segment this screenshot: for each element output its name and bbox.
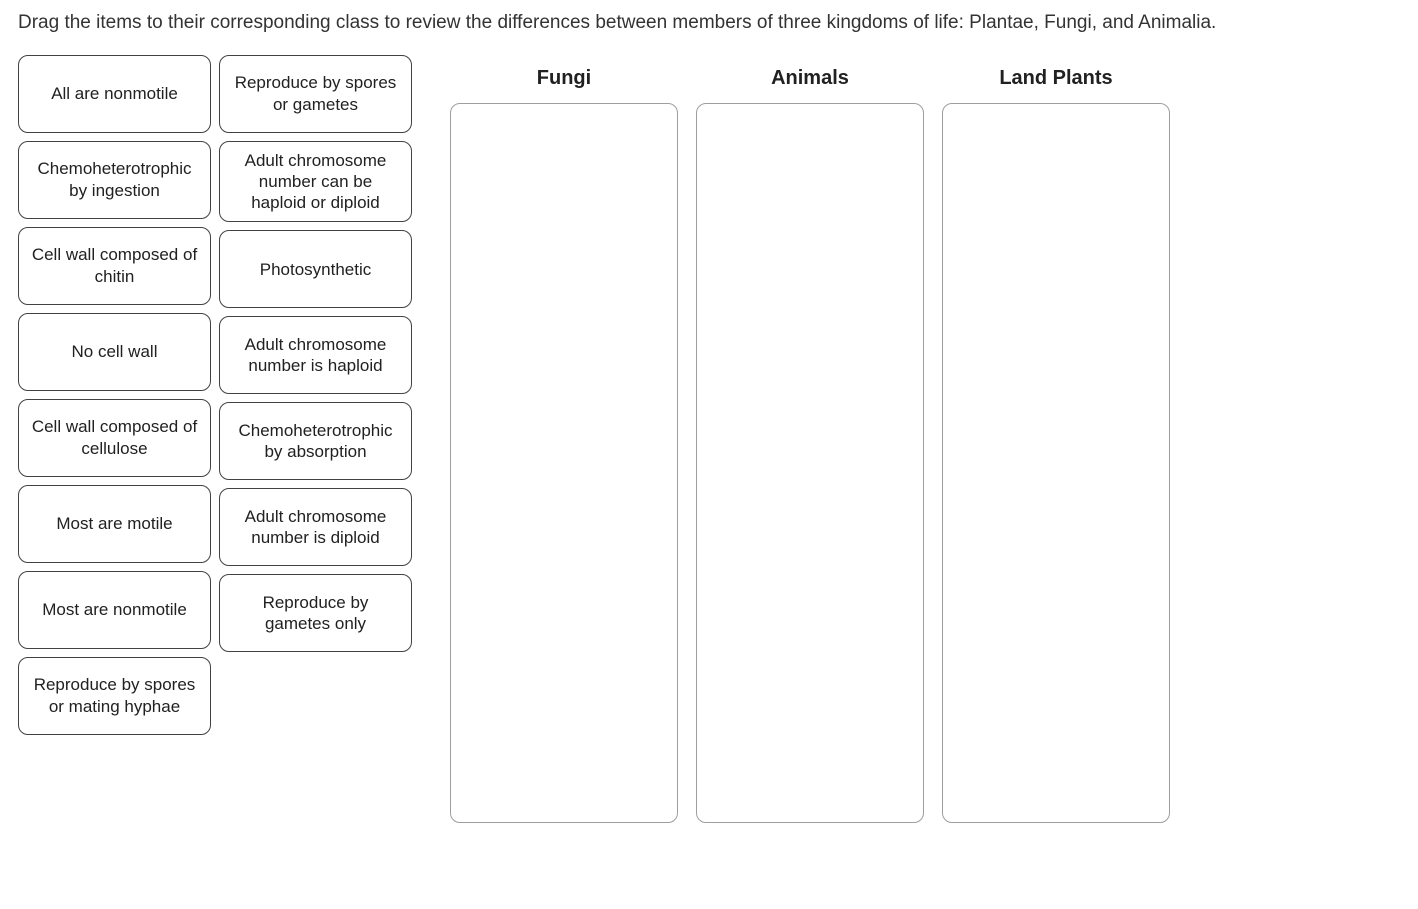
draggable-item[interactable]: Chemoheterotrophic by ingestion (18, 141, 211, 219)
drop-zone-wrapper-fungi: Fungi (450, 55, 678, 823)
draggable-column-2: Reproduce by spores or gametes Adult chr… (219, 55, 412, 735)
drop-zone-animals[interactable] (696, 103, 924, 823)
drop-zone-wrapper-land-plants: Land Plants (942, 55, 1170, 823)
drop-zone-header: Animals (771, 55, 849, 103)
drop-zone-header: Land Plants (999, 55, 1112, 103)
draggable-item[interactable]: Reproduce by spores or mating hyphae (18, 657, 211, 735)
draggable-items-container: All are nonmotile Chemoheterotrophic by … (18, 55, 412, 735)
drop-zones-container: Fungi Animals Land Plants (450, 55, 1170, 823)
draggable-item[interactable]: Reproduce by spores or gametes (219, 55, 412, 133)
draggable-column-1: All are nonmotile Chemoheterotrophic by … (18, 55, 211, 735)
draggable-item[interactable]: Photosynthetic (219, 230, 412, 308)
draggable-item[interactable]: Cell wall composed of cellulose (18, 399, 211, 477)
draggable-item[interactable]: Most are motile (18, 485, 211, 563)
instructions-text: Drag the items to their corresponding cl… (18, 10, 1400, 37)
draggable-item[interactable]: No cell wall (18, 313, 211, 391)
drop-zone-wrapper-animals: Animals (696, 55, 924, 823)
draggable-item[interactable]: Most are nonmotile (18, 571, 211, 649)
draggable-item[interactable]: Reproduce by gametes only (219, 574, 412, 652)
draggable-item[interactable]: Chemoheterotrophic by absorption (219, 402, 412, 480)
activity-container: All are nonmotile Chemoheterotrophic by … (18, 55, 1400, 823)
drop-zone-fungi[interactable] (450, 103, 678, 823)
draggable-item[interactable]: Adult chromosome number is diploid (219, 488, 412, 566)
drop-zone-land-plants[interactable] (942, 103, 1170, 823)
draggable-item[interactable]: Cell wall composed of chitin (18, 227, 211, 305)
drop-zone-header: Fungi (537, 55, 591, 103)
draggable-item[interactable]: Adult chromosome number is haploid (219, 316, 412, 394)
draggable-item[interactable]: All are nonmotile (18, 55, 211, 133)
draggable-item[interactable]: Adult chromosome number can be haploid o… (219, 141, 412, 223)
